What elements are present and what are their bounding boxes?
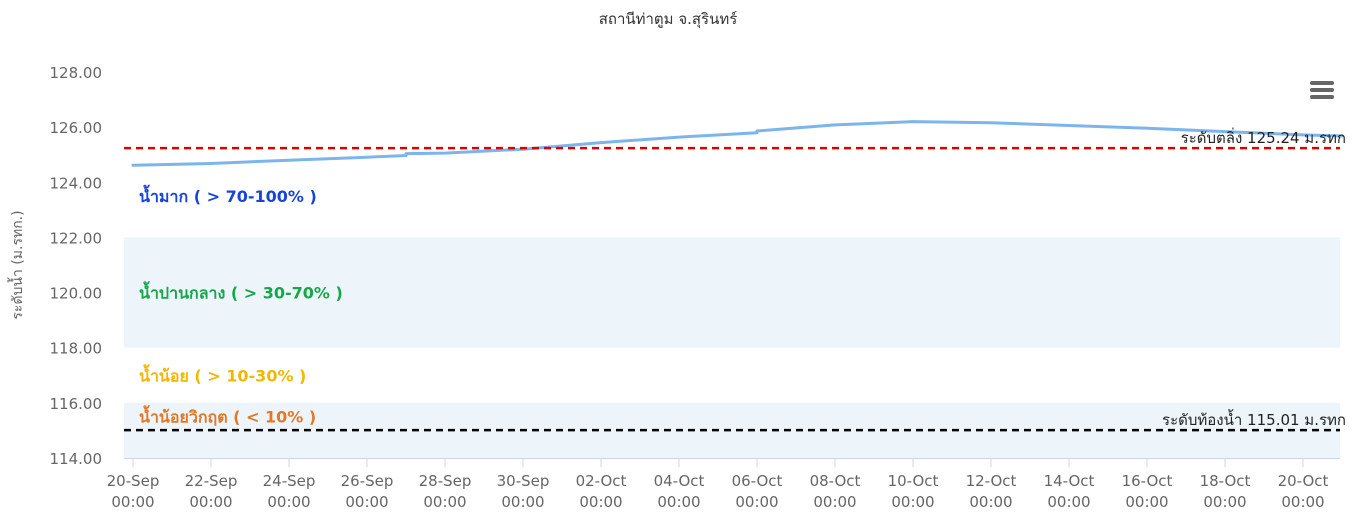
y-tick-label: 114.00 (50, 450, 103, 468)
y-axis-title: ระดับน้ำ (ม.รทก.) (7, 210, 26, 319)
x-tick-time-label: 00:00 (657, 493, 700, 511)
y-tick-label: 122.00 (50, 229, 103, 247)
x-tick-label: 14-Oct (1044, 472, 1095, 490)
y-tick-label: 124.00 (50, 174, 103, 192)
x-tick-time-label: 00:00 (189, 493, 232, 511)
x-tick-label: 30-Sep (497, 472, 550, 490)
x-tick-label: 12-Oct (966, 472, 1017, 490)
plot-line-label-1: ระดับท้องน้ำ 115.01 ม.รทก (1162, 409, 1346, 429)
zone-labels: น้ำมาก ( > 70-100% ) น้ำปานกลาง ( > 30-70… (139, 184, 343, 427)
zone-label-1: น้ำปานกลาง ( > 30-70% ) (139, 281, 343, 303)
plot-line-label-0: ระดับตลิ่ง 125.24 ม.รทก (1181, 127, 1346, 147)
y-tick-label: 118.00 (50, 340, 103, 358)
x-tick-label: 18-Oct (1200, 472, 1251, 490)
x-tick-time-label: 00:00 (501, 493, 544, 511)
zone-label-2: น้ำน้อย ( > 10-30% ) (139, 363, 306, 385)
axes: 114.00 116.00 118.00 120.00 122.00 124.00 126.… (50, 64, 1340, 511)
plot-band-0 (124, 237, 1340, 348)
x-tick-time-label: 00:00 (111, 493, 154, 511)
x-tick-time-label: 00:00 (267, 493, 310, 511)
series-line-0 (131, 120, 1344, 167)
x-tick-time-label: 00:00 (423, 493, 466, 511)
x-tick-label: 28-Sep (419, 472, 472, 490)
y-tick-label: 116.00 (50, 395, 103, 413)
x-tick-time-label: 00:00 (579, 493, 622, 511)
x-tick-label: 08-Oct (810, 472, 861, 490)
x-tick-time-label: 00:00 (891, 493, 934, 511)
y-tick-label: 128.00 (50, 64, 103, 82)
x-tick-label: 02-Oct (576, 472, 627, 490)
x-tick-time-label: 00:00 (969, 493, 1012, 511)
x-tick-label: 04-Oct (654, 472, 705, 490)
x-tick-time-label: 00:00 (735, 493, 778, 511)
x-tick-label: 20-Oct (1278, 472, 1329, 490)
x-tick-label: 24-Sep (263, 472, 316, 490)
x-tick-label: 06-Oct (732, 472, 783, 490)
x-tick-label: 26-Sep (341, 472, 394, 490)
zone-label-0: น้ำมาก ( > 70-100% ) (139, 184, 317, 206)
y-tick-label: 120.00 (50, 285, 103, 303)
chart-title: สถานีท่าตูม จ.สุรินทร์ (599, 10, 738, 29)
hamburger-menu-icon (1310, 81, 1334, 99)
chart-menu-button[interactable] (1305, 74, 1339, 104)
x-tick-time-label: 00:00 (1125, 493, 1168, 511)
x-tick-label: 10-Oct (888, 472, 939, 490)
x-tick-label: 20-Sep (107, 472, 160, 490)
x-tick-time-label: 00:00 (345, 493, 388, 511)
zone-label-3: น้ำน้อยวิกฤต ( < 10% ) (139, 405, 316, 427)
x-tick-time-label: 00:00 (1047, 493, 1090, 511)
x-tick-time-label: 00:00 (1281, 493, 1324, 511)
series-layer (131, 120, 1344, 167)
x-tick-label: 16-Oct (1122, 472, 1173, 490)
y-tick-label: 126.00 (50, 119, 103, 137)
x-tick-label: 22-Sep (185, 472, 238, 490)
x-tick-time-label: 00:00 (813, 493, 856, 511)
x-tick-time-label: 00:00 (1203, 493, 1246, 511)
